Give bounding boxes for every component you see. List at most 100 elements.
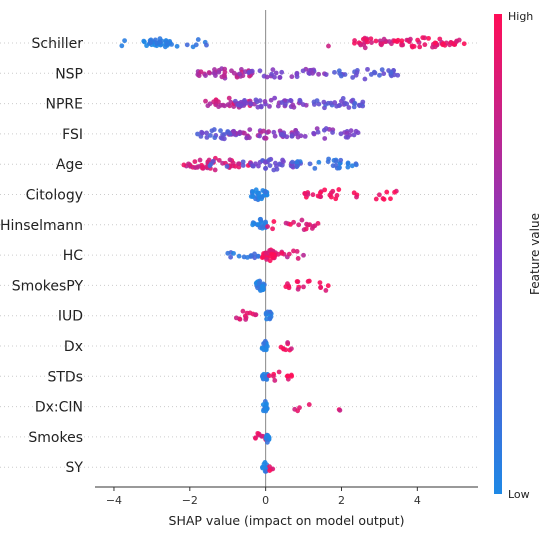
shap-point <box>195 37 201 42</box>
shap-point <box>358 42 364 48</box>
shap-point <box>270 226 275 232</box>
x-axis: −4 −2 0 2 4 <box>95 486 478 507</box>
shap-point <box>164 41 170 46</box>
shap-point <box>272 95 278 101</box>
shap-point <box>369 40 374 45</box>
shap-point <box>276 369 282 375</box>
shap-point <box>354 70 360 75</box>
shap-point <box>262 99 268 104</box>
shap-point <box>148 40 154 46</box>
shap-point <box>243 315 249 320</box>
shap-point <box>269 251 275 257</box>
shap-point <box>227 131 233 137</box>
shap-point <box>422 42 428 48</box>
shap-point <box>330 130 335 135</box>
shap-point <box>337 407 343 413</box>
shap-point <box>334 193 340 198</box>
shap-point <box>336 68 342 74</box>
shap-point <box>285 340 291 345</box>
shap-point <box>233 315 239 321</box>
shap-point <box>225 102 231 108</box>
shap-point <box>199 165 205 171</box>
shap-point <box>340 96 346 101</box>
feature-label: STDs <box>47 369 83 385</box>
shap-point <box>362 45 368 51</box>
shap-point <box>318 284 324 290</box>
shap-point <box>294 248 300 254</box>
shap-point <box>262 460 268 465</box>
shap-point <box>212 167 218 173</box>
shap-point <box>351 132 357 138</box>
shap-point <box>454 38 460 44</box>
shap-point <box>289 373 295 379</box>
shap-point <box>256 280 262 286</box>
shap-point <box>306 402 312 407</box>
shap-point <box>238 103 244 109</box>
shap-point <box>330 188 336 194</box>
shap-point <box>338 131 344 137</box>
shap-point <box>306 278 312 284</box>
shap-point <box>345 134 351 140</box>
shap-point <box>307 161 313 167</box>
shap-point <box>291 219 296 225</box>
shap-point <box>232 163 238 169</box>
shap-point <box>303 226 309 232</box>
shap-point <box>432 40 438 46</box>
shap-point <box>259 433 265 439</box>
shap-point <box>271 219 277 224</box>
shap-point <box>351 190 357 196</box>
shap-point <box>388 70 394 75</box>
shap-point <box>231 250 236 256</box>
shap-point <box>144 43 149 49</box>
shap-point <box>294 279 300 284</box>
shap-point <box>353 128 359 134</box>
shap-point <box>250 222 256 228</box>
shap-point <box>263 347 269 353</box>
shap-point <box>311 99 317 105</box>
shap-point <box>283 102 288 107</box>
shap-point <box>267 468 273 473</box>
shap-point <box>197 157 203 163</box>
feature-label: Dx:CIN <box>35 400 83 416</box>
shap-point <box>222 73 227 79</box>
feature-label: Dx <box>64 339 83 355</box>
shap-point <box>273 70 279 76</box>
shap-point <box>261 341 266 346</box>
shap-point <box>240 308 246 314</box>
shap-point <box>216 99 221 105</box>
shap-point <box>293 131 299 137</box>
shap-point <box>411 43 417 49</box>
shap-point <box>348 128 354 134</box>
shap-point <box>267 163 273 169</box>
shap-points <box>119 35 467 474</box>
colorbar-gradient <box>494 14 502 494</box>
shap-point <box>384 189 390 195</box>
shap-point <box>255 285 260 291</box>
shap-point <box>270 67 276 73</box>
shap-point <box>142 39 147 45</box>
shap-point <box>325 283 331 289</box>
shap-point <box>338 73 344 79</box>
feature-label: Smokes <box>28 430 83 446</box>
shap-point <box>326 156 331 162</box>
shap-point <box>224 164 230 169</box>
feature-label: Citology <box>26 188 83 204</box>
shap-point <box>244 310 250 316</box>
shap-point <box>274 166 280 172</box>
shap-point <box>322 136 328 141</box>
shap-point <box>207 133 213 138</box>
shap-point <box>264 401 269 407</box>
shap-point <box>379 67 385 73</box>
shap-point <box>302 133 308 139</box>
shap-point <box>357 103 363 109</box>
colorbar-low-label: Low <box>508 488 530 501</box>
shap-point <box>336 187 342 192</box>
feature-label: HC <box>63 248 84 264</box>
shap-point <box>279 100 285 105</box>
shap-point <box>255 253 261 259</box>
shap-point <box>263 468 269 474</box>
shap-point <box>263 189 268 195</box>
feature-labels: Schiller NSP NPRE FSI Age Citology Hinselmann H… <box>0 36 83 476</box>
shap-point <box>206 70 212 75</box>
